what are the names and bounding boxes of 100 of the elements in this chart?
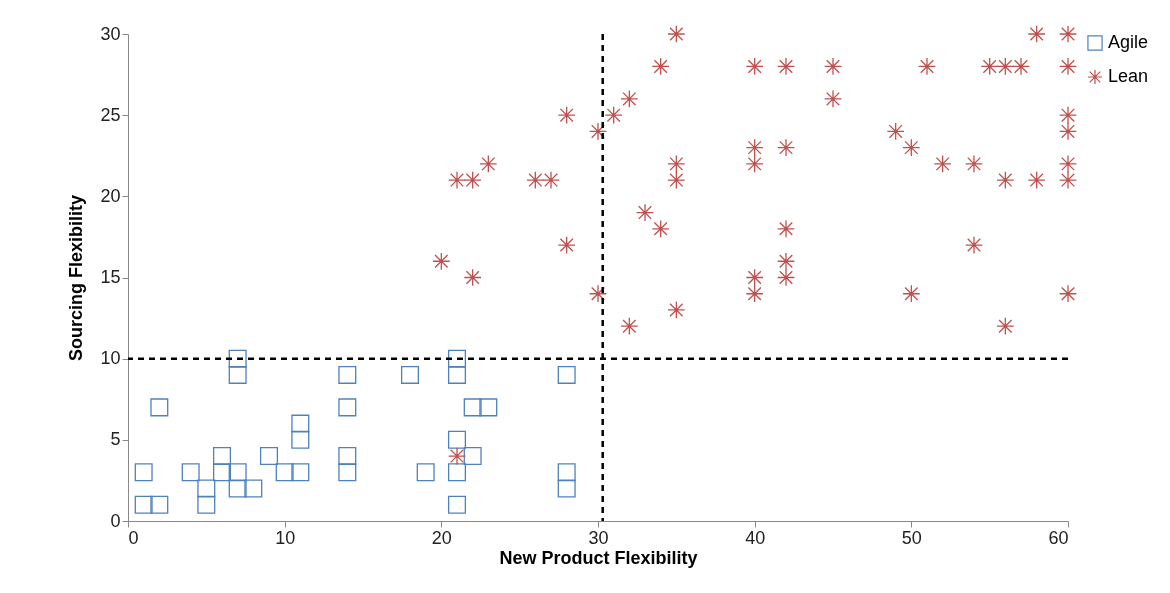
point bbox=[1011, 57, 1031, 76]
point bbox=[1058, 24, 1078, 44]
point bbox=[416, 463, 435, 482]
point bbox=[557, 463, 576, 482]
point bbox=[776, 57, 796, 76]
point bbox=[432, 252, 451, 271]
point bbox=[776, 219, 796, 238]
point bbox=[651, 57, 670, 76]
point bbox=[447, 447, 467, 466]
y-tick-label: 15 bbox=[100, 267, 121, 287]
point bbox=[447, 495, 467, 514]
point bbox=[479, 398, 498, 417]
point bbox=[463, 171, 482, 190]
point bbox=[902, 284, 921, 303]
point bbox=[1058, 122, 1078, 141]
x-tick-label: 30 bbox=[588, 527, 609, 548]
point bbox=[635, 203, 655, 222]
point bbox=[541, 171, 561, 190]
point bbox=[463, 447, 482, 466]
point bbox=[338, 447, 357, 466]
point bbox=[291, 430, 310, 449]
point bbox=[964, 236, 984, 255]
point bbox=[557, 479, 576, 498]
point bbox=[557, 236, 576, 255]
point bbox=[745, 57, 764, 76]
point bbox=[181, 463, 200, 482]
point bbox=[588, 122, 608, 141]
point bbox=[933, 154, 952, 173]
point bbox=[228, 365, 247, 384]
point bbox=[275, 463, 294, 482]
y-tick-label: 20 bbox=[100, 185, 121, 206]
point bbox=[1058, 106, 1078, 125]
y-tick-label: 10 bbox=[100, 348, 121, 369]
point bbox=[400, 365, 420, 384]
point bbox=[745, 154, 764, 173]
point bbox=[588, 284, 608, 303]
point bbox=[228, 463, 247, 482]
point bbox=[228, 479, 247, 498]
point bbox=[667, 171, 686, 190]
point bbox=[150, 398, 169, 417]
point bbox=[745, 138, 764, 157]
point bbox=[917, 57, 937, 76]
y-tick-label: 30 bbox=[100, 23, 121, 44]
point bbox=[447, 171, 467, 190]
point bbox=[463, 268, 482, 287]
point bbox=[197, 479, 216, 498]
point bbox=[338, 365, 357, 384]
point bbox=[776, 138, 796, 157]
point bbox=[259, 447, 279, 466]
point bbox=[479, 154, 498, 173]
x-tick-label: 40 bbox=[745, 527, 766, 548]
x-tick-label: 60 bbox=[1048, 527, 1069, 548]
point bbox=[463, 398, 482, 417]
point bbox=[291, 463, 310, 482]
y-tick-label: 25 bbox=[100, 104, 121, 125]
point bbox=[996, 171, 1015, 190]
x-axis-title: New Product Flexibility bbox=[499, 547, 698, 568]
point bbox=[964, 154, 984, 173]
point bbox=[823, 57, 843, 76]
point bbox=[447, 430, 467, 449]
point bbox=[667, 24, 686, 44]
point bbox=[620, 317, 639, 336]
point bbox=[1058, 284, 1078, 303]
point bbox=[667, 154, 686, 173]
x-tick-label: 20 bbox=[431, 527, 452, 548]
point bbox=[776, 268, 796, 287]
point bbox=[1027, 171, 1046, 190]
point bbox=[1058, 154, 1078, 173]
point bbox=[134, 463, 153, 482]
point bbox=[447, 349, 467, 368]
point bbox=[134, 495, 153, 514]
y-axis-title: Sourcing Flexibility bbox=[66, 194, 87, 362]
point bbox=[338, 398, 357, 417]
point bbox=[745, 268, 764, 287]
point bbox=[212, 463, 232, 482]
x-tick-label: 50 bbox=[901, 527, 922, 548]
point bbox=[651, 219, 670, 238]
point bbox=[745, 284, 764, 303]
point bbox=[1027, 24, 1046, 44]
point bbox=[902, 138, 921, 157]
point bbox=[291, 414, 310, 433]
point bbox=[823, 89, 843, 108]
point bbox=[776, 252, 796, 271]
y-tick-label: 0 bbox=[110, 510, 121, 531]
point bbox=[338, 463, 357, 482]
x-tick-label: 0 bbox=[128, 527, 139, 548]
point bbox=[150, 495, 169, 514]
point bbox=[1058, 57, 1078, 76]
point bbox=[197, 495, 216, 514]
point bbox=[1058, 171, 1078, 190]
point bbox=[228, 349, 247, 368]
point bbox=[526, 171, 545, 190]
point bbox=[980, 57, 999, 76]
point bbox=[996, 317, 1015, 336]
point bbox=[620, 89, 639, 108]
point bbox=[447, 463, 467, 482]
point bbox=[212, 447, 232, 466]
x-tick-label: 10 bbox=[275, 527, 296, 548]
point bbox=[604, 106, 623, 125]
point bbox=[996, 57, 1015, 76]
